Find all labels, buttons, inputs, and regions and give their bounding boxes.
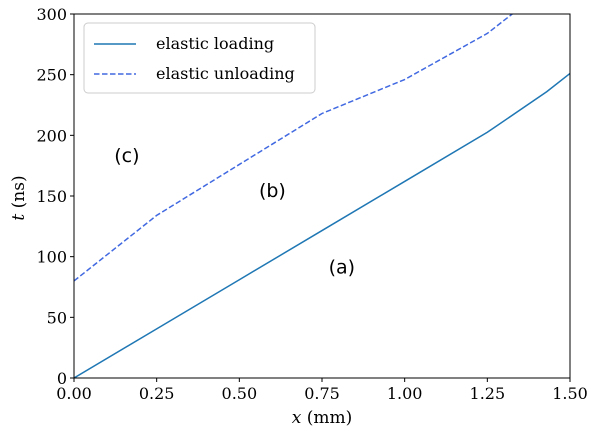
x-axis-label: x (mm) — [292, 408, 353, 428]
y-tick-label: 0 — [57, 369, 67, 388]
y-tick-label: 250 — [36, 66, 67, 85]
region-label: (b) — [259, 180, 286, 202]
series-line-elastic-unloading — [74, 14, 514, 282]
series-line-elastic-loading — [74, 72, 570, 378]
x-tick-label: 0.00 — [56, 384, 92, 403]
plot-area — [74, 14, 570, 378]
y-axis-label: t (ns) — [9, 175, 29, 220]
y-tick-label: 200 — [36, 126, 67, 145]
annotations: (a) (b) (c) — [114, 145, 355, 279]
x-tick-label: 0.50 — [222, 384, 258, 403]
x-tick-label: 1.25 — [470, 384, 506, 403]
y-tick-label: 50 — [47, 308, 67, 327]
y-tick-label: 150 — [36, 187, 67, 206]
legend-box — [83, 22, 316, 94]
region-label: (c) — [114, 145, 139, 167]
ticks: 0.00 0.25 0.50 0.75 1.00 1.25 1.50 0 50 100 150 200… — [36, 5, 587, 403]
legend-entry: elastic unloading — [156, 64, 295, 83]
region-label: (a) — [329, 257, 355, 279]
y-tick-label: 100 — [36, 248, 67, 267]
x-tick-label: 0.25 — [139, 384, 175, 403]
x-tick-label: 0.75 — [304, 384, 340, 403]
legend-entry: elastic loading — [156, 34, 274, 53]
x-tick-label: 1.00 — [387, 384, 423, 403]
legend: elastic loading elastic unloading — [83, 22, 316, 94]
x-tick-label: 1.50 — [552, 384, 588, 403]
y-tick-label: 300 — [36, 5, 67, 24]
